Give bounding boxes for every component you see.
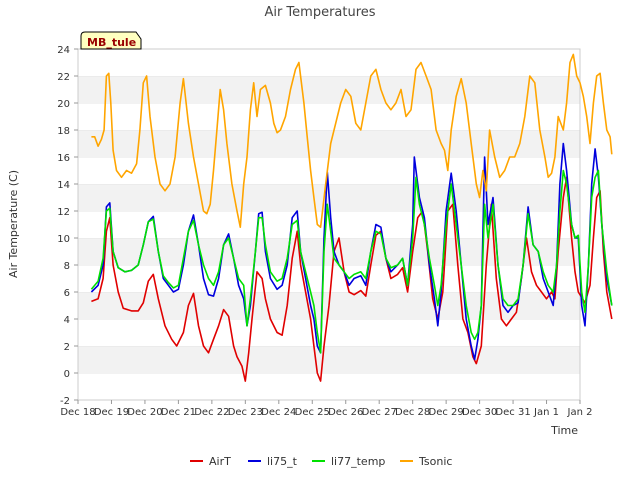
grid-bands xyxy=(78,48,580,400)
plot-frame xyxy=(77,48,581,401)
grid-band xyxy=(78,373,580,400)
x-tick-label: Dec 18 xyxy=(60,407,95,418)
x-tick-label: Dec 21 xyxy=(161,407,196,418)
grid-band xyxy=(78,346,580,373)
legend-label: Tsonic xyxy=(418,455,452,468)
grid-band xyxy=(78,319,580,346)
grid-band xyxy=(78,76,580,103)
legend-label: li77_temp xyxy=(331,455,385,468)
x-tick-label: Dec 24 xyxy=(261,407,296,418)
x-tick-label: Jan 1 xyxy=(533,407,559,418)
y-tick-label: 8 xyxy=(64,261,70,272)
chart-title: Air Temperatures xyxy=(264,5,375,20)
x-tick-label: Dec 20 xyxy=(127,407,162,418)
y-tick-label: 16 xyxy=(57,153,70,164)
x-axis-label: Time xyxy=(550,424,578,437)
grid-band xyxy=(78,238,580,265)
station-badge: MB_tule xyxy=(80,31,142,50)
legend-label: li75_t xyxy=(267,455,298,468)
y-tick-label: 14 xyxy=(57,180,70,191)
x-tick-label: Dec 30 xyxy=(462,407,497,418)
y-tick-label: 24 xyxy=(57,45,70,56)
y-tick-label: 20 xyxy=(57,99,70,110)
grid-band xyxy=(78,49,580,76)
station-badge-label: MB_tule xyxy=(87,36,136,49)
x-tick-label: Jan 2 xyxy=(567,407,593,418)
x-tick-label: Dec 29 xyxy=(429,407,464,418)
x-tick-label: Dec 28 xyxy=(395,407,430,418)
y-tick-label: 22 xyxy=(57,72,70,83)
legend: AirT li75_t li77_temp Tsonic xyxy=(190,455,452,468)
y-tick-label: 6 xyxy=(64,288,70,299)
y-axis-label: Air Temperature (C) xyxy=(7,170,20,278)
y-tick-label: -2 xyxy=(60,396,70,407)
y-tick-label: 2 xyxy=(64,342,70,353)
y-tick-label: 0 xyxy=(64,369,70,380)
series-line-airt xyxy=(91,176,613,382)
y-tick-label: 18 xyxy=(57,126,70,137)
grid-band xyxy=(78,265,580,292)
series-line-li77-temp xyxy=(90,169,613,354)
grid-band xyxy=(78,103,580,130)
legend-label: AirT xyxy=(209,455,231,468)
y-tick-label: 12 xyxy=(57,207,70,218)
y-tick-label: 4 xyxy=(64,315,70,326)
series-layer xyxy=(90,53,613,382)
y-tick-label: 10 xyxy=(57,234,70,245)
series-line-tsonic xyxy=(91,53,613,228)
x-tick-label: Dec 25 xyxy=(295,407,330,418)
x-tick-label: Dec 31 xyxy=(495,407,530,418)
x-tick-label: Dec 22 xyxy=(194,407,229,418)
x-tick-label: Dec 27 xyxy=(362,407,397,418)
x-tick-label: Dec 19 xyxy=(94,407,129,418)
x-tick-label: Dec 26 xyxy=(328,407,363,418)
x-tick-label: Dec 23 xyxy=(228,407,263,418)
